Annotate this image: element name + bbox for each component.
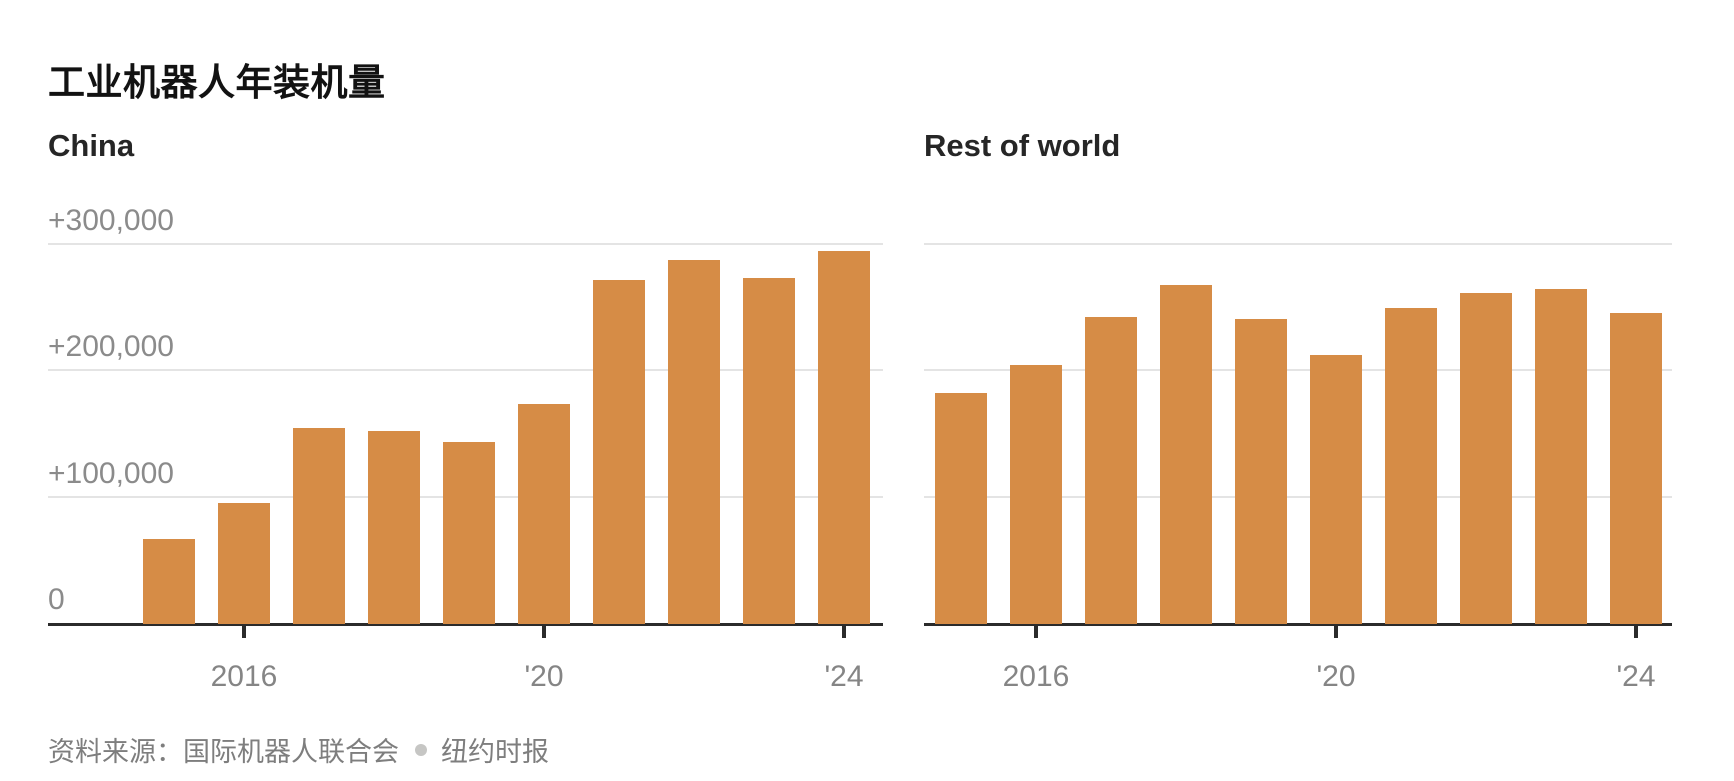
gridline-200000 xyxy=(924,369,1672,372)
source-line: 资料来源：国际机器人联合会 纽约时报 xyxy=(48,730,1734,769)
x-tick-2016 xyxy=(241,625,246,638)
bar-2015 xyxy=(935,392,987,624)
x-tick-2020 xyxy=(542,625,546,638)
dot-separator-icon xyxy=(415,743,427,756)
bar-2017 xyxy=(1085,316,1137,624)
bar-2015 xyxy=(143,539,195,624)
panel-rest-of-world: Rest of world 2016 '20 '24 xyxy=(924,128,1672,702)
bar-2021 xyxy=(593,280,645,624)
panel-title-rest-of-world: Rest of world xyxy=(924,128,1121,163)
bar-2017 xyxy=(293,428,345,624)
bar-2018 xyxy=(1160,285,1212,624)
bar-2016 xyxy=(218,502,270,624)
publisher-text: 纽约时报 xyxy=(441,737,549,767)
bar-2016 xyxy=(1010,364,1062,624)
gridline-300000 xyxy=(48,242,883,245)
x-tick-2016 xyxy=(1033,625,1038,638)
bar-2022 xyxy=(1460,292,1512,624)
source-text: 资料来源：国际机器人联合会 xyxy=(48,737,399,767)
bar-2023 xyxy=(1535,288,1587,624)
x-axis-rest-of-world: 2016 '20 '24 xyxy=(924,624,1672,702)
plot-area-rest-of-world xyxy=(924,189,1672,626)
bar-2021 xyxy=(1385,307,1437,624)
bar-2020 xyxy=(518,403,570,624)
x-tick-2024 xyxy=(842,625,846,638)
bar-2020 xyxy=(1310,354,1362,624)
y-axis-label-200000: +200,000 xyxy=(48,330,174,364)
y-axis-label-0: 0 xyxy=(48,583,65,616)
bar-2024 xyxy=(818,250,870,624)
x-axis-label-2024: '24 xyxy=(1616,660,1656,693)
bar-2019 xyxy=(443,441,495,624)
y-axis-label-300000: +300,000 xyxy=(48,203,174,237)
bar-2024 xyxy=(1610,312,1662,624)
x-axis-label-2016: 2016 xyxy=(210,660,278,693)
x-axis-label-2024: '24 xyxy=(824,660,864,693)
bar-2023 xyxy=(743,277,795,624)
x-axis-baseline xyxy=(48,623,883,626)
plot-area-china: +300,000 +200,000 +100,000 0 xyxy=(48,189,883,626)
x-axis-label-2016: 2016 xyxy=(1002,660,1070,693)
panel-title-china: China xyxy=(48,128,135,163)
bars-group xyxy=(935,189,1662,624)
panel-china: China +300,000 +200,000 +100,000 0 2016 '20 '… xyxy=(48,128,883,702)
bar-2022 xyxy=(668,259,720,624)
charts-row: China +300,000 +200,000 +100,000 0 2016 '20 '… xyxy=(48,128,1734,702)
x-axis-label-2020: '20 xyxy=(524,660,564,693)
x-axis-baseline xyxy=(924,623,1672,626)
x-tick-2020 xyxy=(1334,625,1338,638)
x-axis-china: 2016 '20 '24 xyxy=(48,624,883,702)
y-axis-label-100000: +100,000 xyxy=(48,456,174,490)
gridline-300000 xyxy=(924,242,1672,245)
bars-group xyxy=(143,189,870,624)
x-axis-label-2020: '20 xyxy=(1316,660,1356,693)
chart-title: 工业机器人年装机量 xyxy=(48,62,386,103)
bar-2018 xyxy=(368,430,420,624)
bar-2019 xyxy=(1235,319,1287,624)
gridline-200000 xyxy=(48,369,883,372)
x-tick-2024 xyxy=(1634,625,1638,638)
gridline-100000 xyxy=(924,495,1672,498)
